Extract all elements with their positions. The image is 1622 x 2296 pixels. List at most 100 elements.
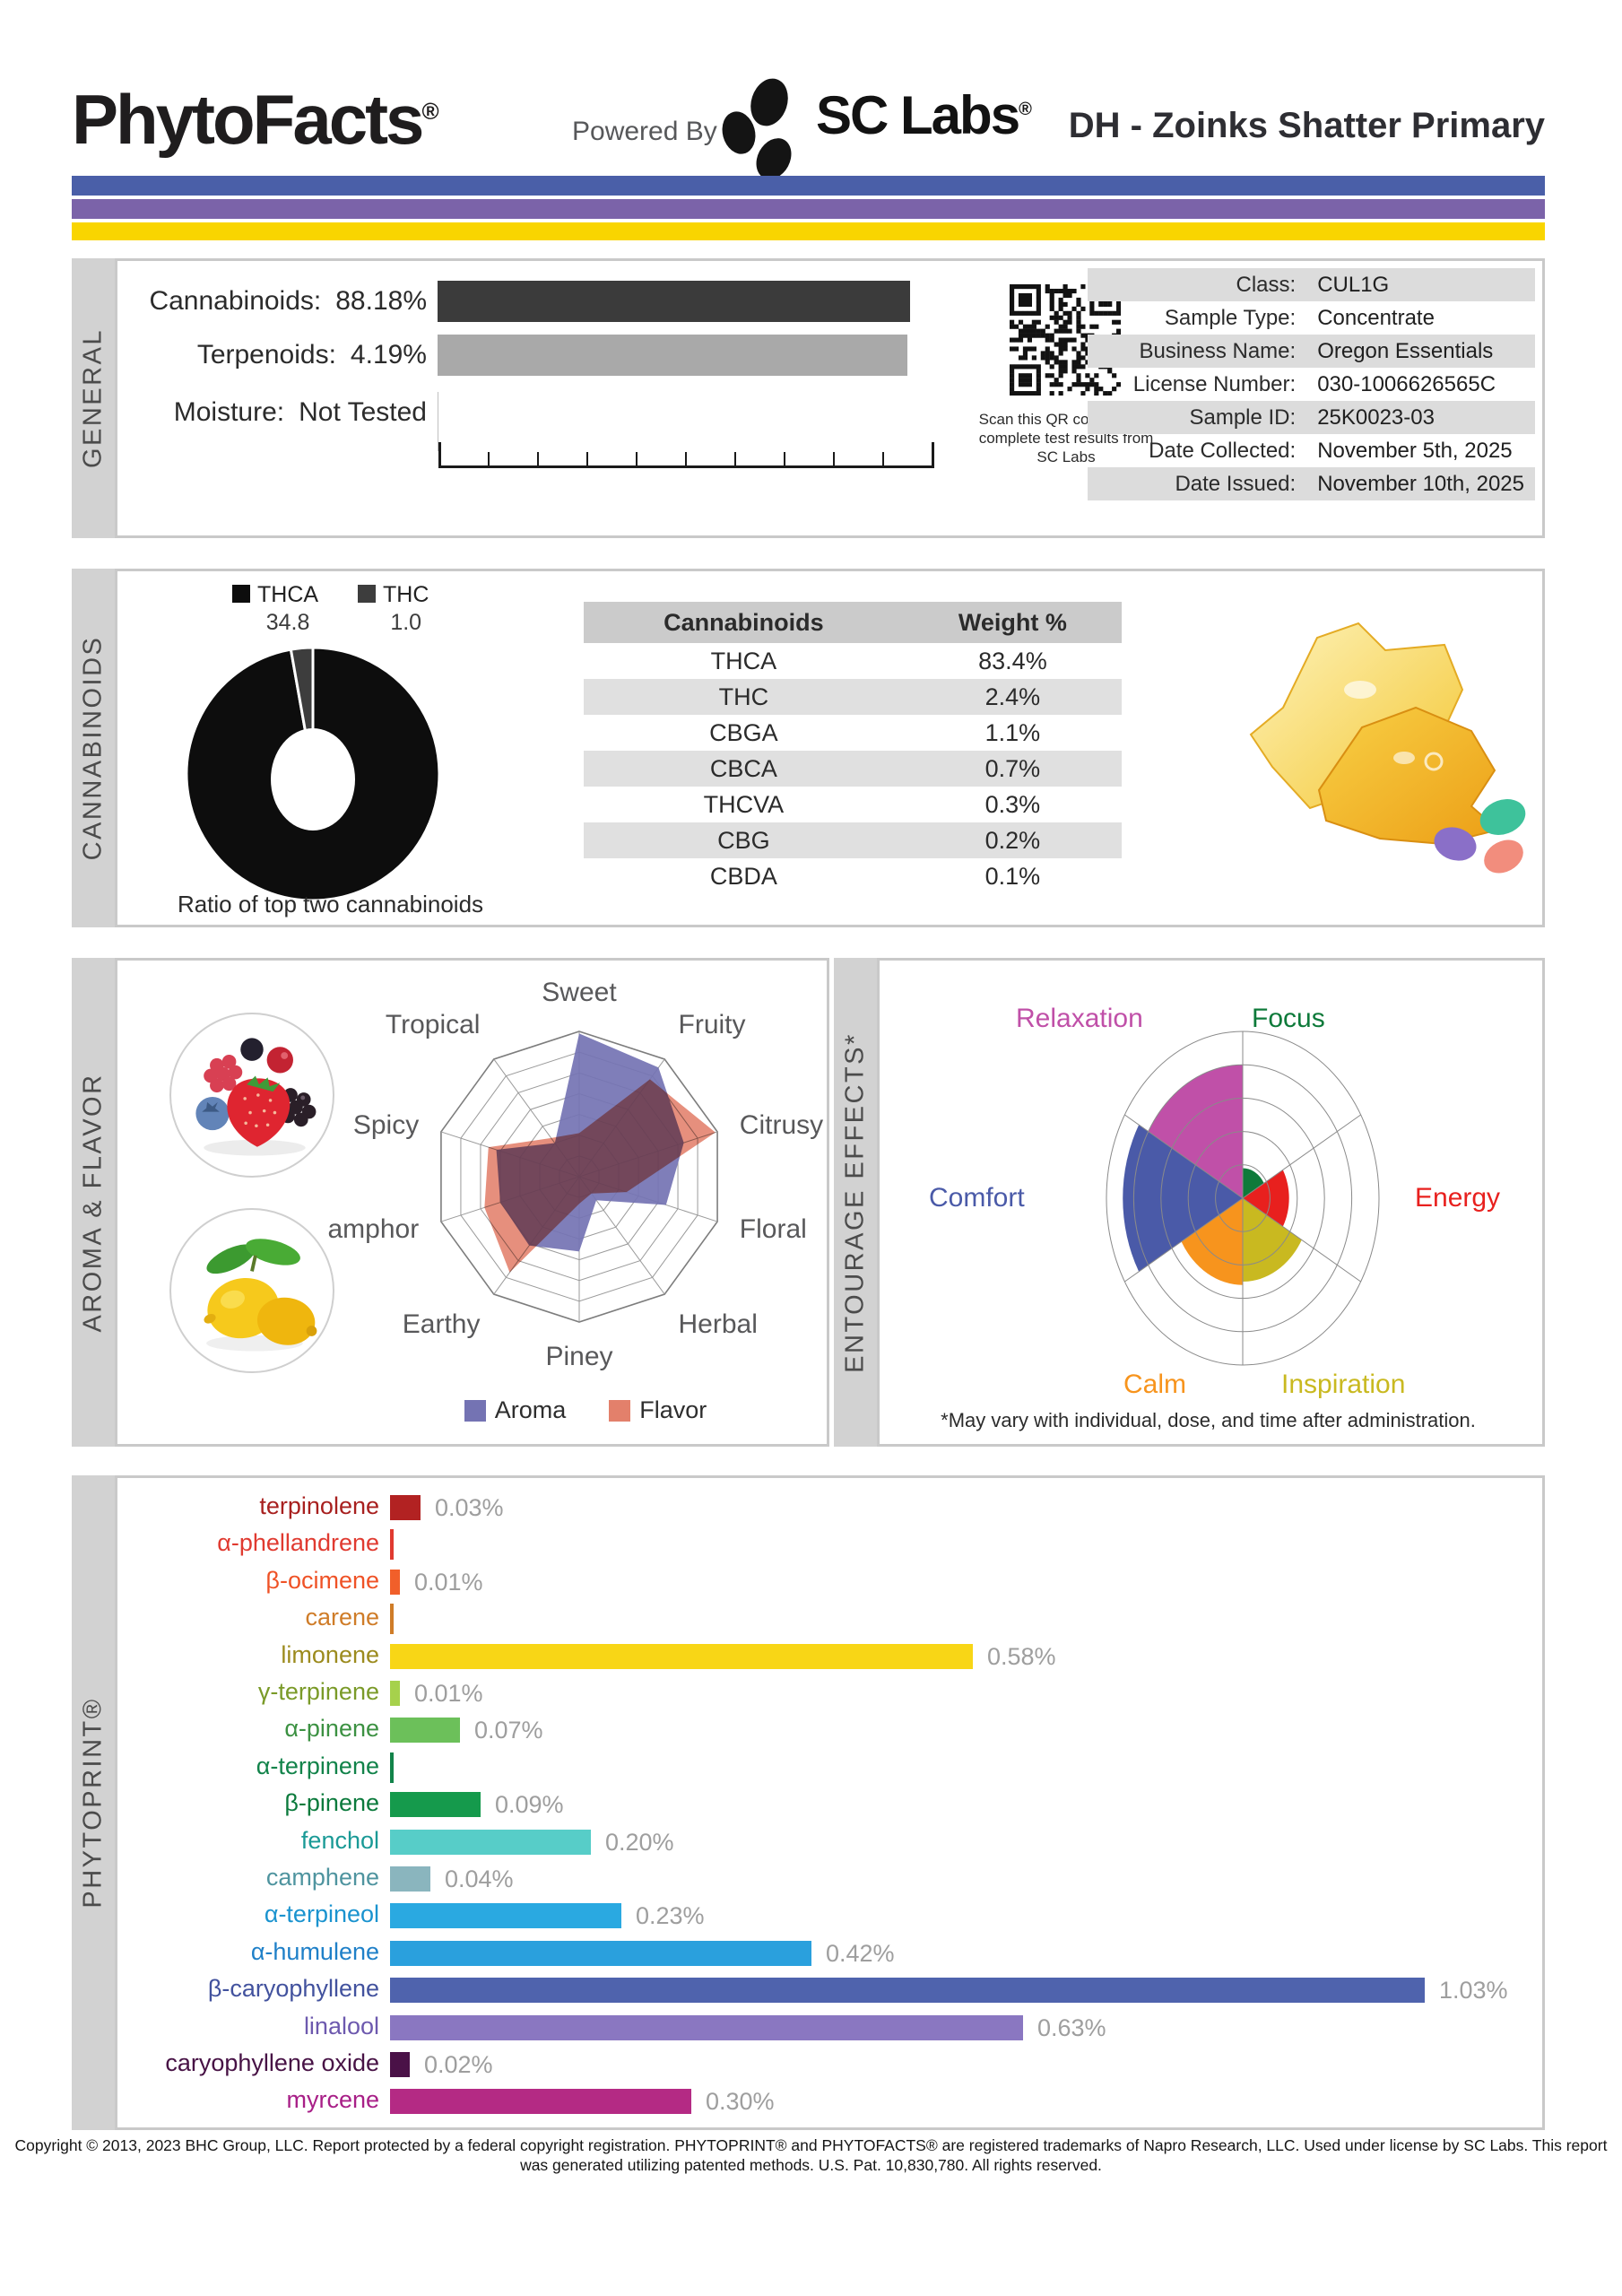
brand-registered-mark: ® bbox=[421, 98, 439, 125]
terpene-row: α-pinene 0.07% bbox=[117, 1711, 1542, 1748]
effect-label-calm: Calm bbox=[1123, 1370, 1187, 1399]
terpene-value: 0.03% bbox=[435, 1494, 504, 1521]
accent-oval-salmon bbox=[1484, 839, 1523, 874]
powered-by-label: Powered By bbox=[572, 117, 717, 146]
info-value: Concentrate bbox=[1317, 305, 1435, 330]
info-label: Sample ID: bbox=[1088, 401, 1307, 434]
moisture-label: Moisture: bbox=[173, 397, 285, 427]
terpene-row: limonene 0.58% bbox=[117, 1638, 1542, 1674]
sc-labs-registered-mark: ® bbox=[1019, 100, 1032, 119]
terpene-row: α-terpinene bbox=[117, 1749, 1542, 1786]
cann-table-row: CBCA 0.7% bbox=[584, 751, 1122, 787]
ruler-tick bbox=[636, 452, 638, 468]
sc-labs-wordmark: SC Labs® bbox=[816, 85, 1032, 145]
terpene-value: 1.03% bbox=[1439, 1977, 1508, 2004]
info-label: Date Issued: bbox=[1088, 467, 1307, 500]
entourage-section-label: ENTOURAGE EFFECTS* bbox=[840, 1031, 870, 1373]
thca-legend-swatch bbox=[232, 585, 250, 603]
info-value: 25K0023-03 bbox=[1306, 401, 1535, 434]
info-row: Date Collected: November 5th, 2025 bbox=[1088, 434, 1535, 467]
entourage-wedge-comfort bbox=[1123, 1125, 1243, 1272]
terpene-name: myrcene bbox=[286, 2086, 379, 2113]
radar-series-flavor bbox=[484, 1079, 716, 1273]
terpene-bar bbox=[390, 1903, 621, 1928]
terpene-name: α-humulene bbox=[250, 1938, 379, 1965]
terpene-name: camphene bbox=[265, 1864, 379, 1891]
header-accent-bar-yellow bbox=[72, 222, 1545, 240]
terpene-name: caryophyllene oxide bbox=[165, 2049, 379, 2076]
entourage-sector-line bbox=[1242, 1114, 1361, 1199]
sc-labs-mark-svg bbox=[722, 78, 792, 179]
radar-axis-label: Herbal bbox=[679, 1309, 758, 1339]
terpene-bar bbox=[390, 2015, 1023, 2040]
info-label: Sample Type: bbox=[1164, 305, 1297, 330]
effect-label-focus: Focus bbox=[1252, 1004, 1325, 1033]
entourage-sector-line bbox=[1242, 1197, 1361, 1283]
ruler-tick bbox=[784, 452, 785, 468]
cann-table-cell: THCVA bbox=[703, 790, 785, 818]
aroma-flavor-section: AROMA & FLAVOR bbox=[72, 958, 829, 1447]
cann-table-cell: 83.4% bbox=[978, 647, 1047, 674]
terpene-name: carene bbox=[305, 1604, 379, 1631]
ruler-svg bbox=[438, 442, 934, 468]
radar-legend-flavor: Flavor bbox=[609, 1396, 707, 1424]
radar-axis-label: Tropical bbox=[386, 1010, 481, 1039]
report-title: DH - Zoinks Shatter Primary bbox=[1068, 106, 1545, 145]
cann-table-cell: CBCA bbox=[584, 751, 904, 787]
berries-image bbox=[169, 1013, 334, 1178]
effect-label-energy: Energy bbox=[1415, 1183, 1501, 1213]
header-accent-bar-purple bbox=[72, 199, 1545, 219]
cannabinoids-total-bar bbox=[438, 281, 910, 322]
terpene-row: camphene 0.04% bbox=[117, 1860, 1542, 1897]
terpene-value: 0.01% bbox=[414, 1569, 483, 1596]
entourage-polar-chart bbox=[893, 986, 1521, 1398]
radar-axis-label: Piney bbox=[545, 1342, 612, 1371]
cann-table-row: THC 2.4% bbox=[584, 679, 1122, 715]
ruler-tick bbox=[488, 452, 490, 468]
info-label: License Number: bbox=[1132, 371, 1297, 396]
lemons-image bbox=[169, 1208, 334, 1373]
berries-illustration bbox=[195, 1038, 317, 1156]
terpene-row: myrcene 0.30% bbox=[117, 2083, 1542, 2119]
terpene-name: α-phellandrene bbox=[217, 1529, 379, 1556]
lemons-illustration bbox=[204, 1239, 317, 1352]
cann-table-header: Cannabinoids bbox=[584, 602, 904, 643]
entourage-wedge-energy bbox=[1243, 1170, 1289, 1227]
terpenoids-total-bar bbox=[438, 335, 907, 376]
general-section-label: GENERAL bbox=[78, 327, 108, 469]
terpene-row: α-phellandrene bbox=[117, 1526, 1542, 1562]
flavor-legend-swatch bbox=[609, 1399, 631, 1422]
cann-table-cell: 0.2% bbox=[903, 822, 1122, 858]
terpene-row: terpinolene 0.03% bbox=[117, 1489, 1542, 1526]
terpene-value: 0.42% bbox=[826, 1940, 895, 1967]
ruler-tick bbox=[882, 452, 884, 468]
ruler-tick bbox=[734, 452, 736, 468]
terpene-name: γ-terpinene bbox=[257, 1678, 379, 1705]
cann-table-header: Weight % bbox=[903, 602, 1122, 643]
accent-oval-purple bbox=[1434, 827, 1477, 861]
info-label: Date Collected: bbox=[1149, 438, 1297, 463]
aroma-flavor-radar-chart: Sweet Fruity Citrusy Floral Herbal Piney Earth… bbox=[308, 968, 830, 1394]
info-row: Business Name: Oregon Essentials bbox=[1088, 335, 1535, 368]
ruler-tick bbox=[537, 452, 539, 468]
cann-table-cell: CBGA bbox=[709, 718, 778, 746]
terpene-value: 0.09% bbox=[495, 1791, 564, 1818]
info-row: License Number: 030-1006626565C bbox=[1088, 368, 1535, 401]
cann-table-row: CBGA 1.1% bbox=[584, 715, 1122, 751]
cann-table-cell: 0.1% bbox=[984, 862, 1041, 890]
terpene-name: β-caryophyllene bbox=[207, 1975, 379, 2002]
aroma-section-strip: AROMA & FLAVOR bbox=[72, 958, 115, 1447]
entourage-sector-line bbox=[1124, 1197, 1244, 1283]
ruler-tick bbox=[438, 442, 441, 468]
donut-caption: Ratio of top two cannabinoids bbox=[177, 891, 484, 918]
donut-legend-thca: THCA 34.8 bbox=[232, 582, 318, 636]
terpene-row: β-pinene 0.09% bbox=[117, 1786, 1542, 1822]
terpene-row: β-ocimene 0.01% bbox=[117, 1563, 1542, 1600]
cann-table-header-row: Cannabinoids Weight % bbox=[584, 602, 1122, 643]
donut-svg bbox=[185, 646, 441, 902]
terpene-bar bbox=[390, 1570, 400, 1595]
terpene-value: 0.30% bbox=[706, 2088, 775, 2115]
radar-axis-label: Spicy bbox=[353, 1110, 419, 1140]
terpene-bar bbox=[390, 1830, 591, 1855]
cann-table-cell: 2.4% bbox=[903, 679, 1122, 715]
